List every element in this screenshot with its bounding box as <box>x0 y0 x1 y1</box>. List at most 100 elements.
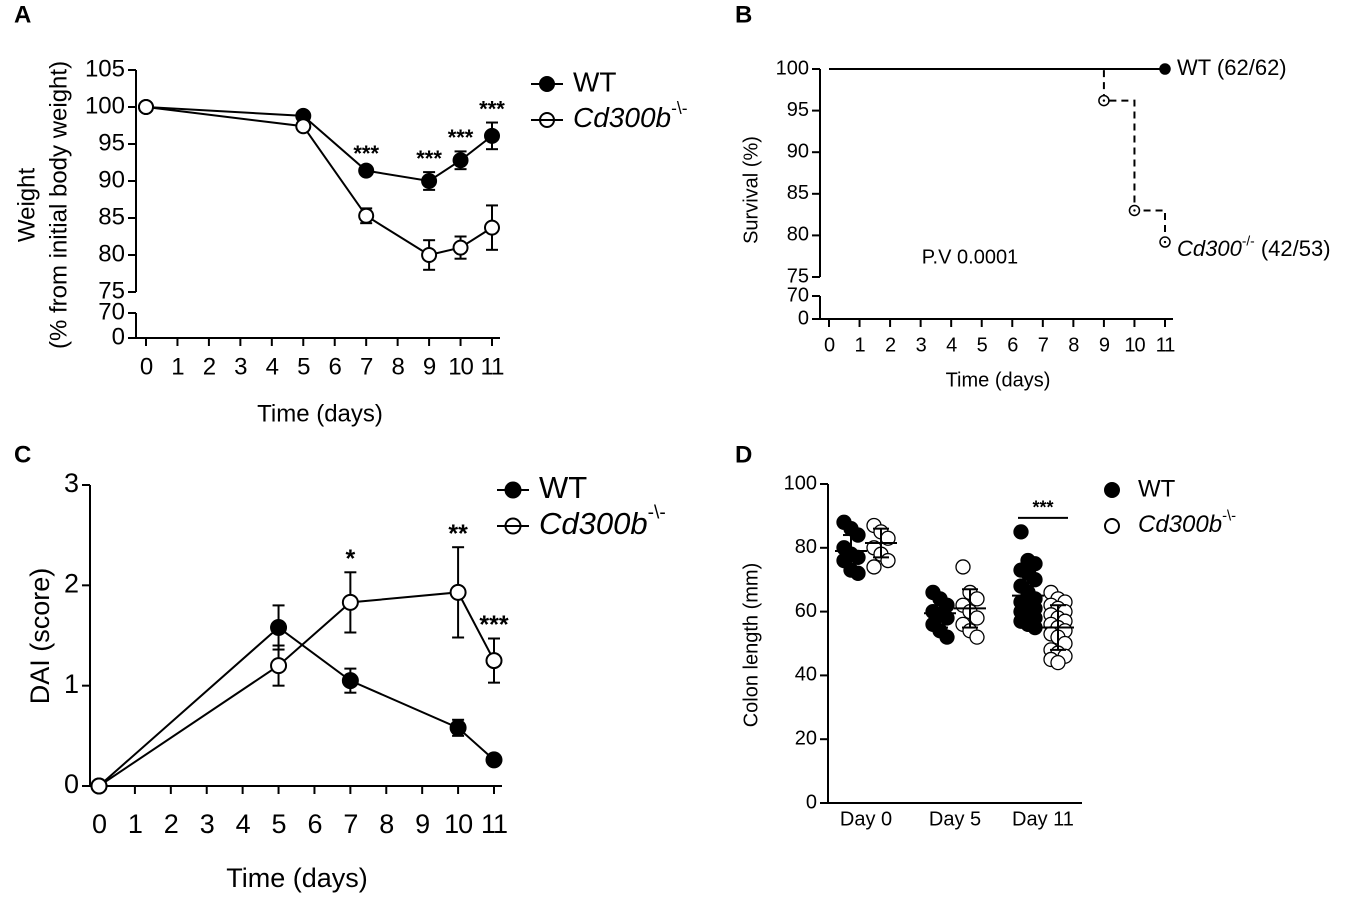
dot <box>1027 619 1043 636</box>
x-tick-label: 3 <box>916 334 927 356</box>
dot <box>880 552 896 569</box>
significance: *** <box>479 96 505 121</box>
dot <box>969 591 985 607</box>
x-tick-label: 5 <box>272 809 286 839</box>
x-tick-label: 4 <box>266 353 279 380</box>
y-tick-label: 90 <box>787 140 809 162</box>
series-label: Cd300-/- (42/53) <box>1177 233 1331 261</box>
marker <box>138 99 154 115</box>
x-tick-label: 1 <box>854 334 865 356</box>
panel-letter: A <box>14 1 31 28</box>
x-tick-label: 9 <box>423 353 436 380</box>
x-tick-label: 8 <box>379 809 393 839</box>
marker <box>452 152 469 169</box>
legend-label: Cd300b-\- <box>573 97 688 133</box>
y-tick-label: 0 <box>798 307 809 329</box>
y-axis-label: Weight <box>13 168 40 243</box>
legend-label: Cd300b-\- <box>1138 508 1236 538</box>
marker <box>341 593 359 611</box>
y-tick-label: 80 <box>98 240 125 267</box>
x-tick-label: 2 <box>885 334 896 356</box>
y-axis-label: Survival (%) <box>740 136 762 244</box>
significance: *** <box>416 146 442 171</box>
y-tick-label: 75 <box>787 265 809 287</box>
marker <box>421 173 438 189</box>
marker <box>485 751 503 769</box>
dot <box>850 565 866 581</box>
marker <box>421 247 438 263</box>
marker-dot <box>1163 240 1167 244</box>
survival-line <box>829 68 1166 243</box>
y-tick-label: 0 <box>806 791 817 813</box>
y-tick-label: 0 <box>112 323 125 350</box>
y-tick-label: 1 <box>64 669 79 699</box>
panel-letter: C <box>14 441 31 468</box>
x-axis-label: Time (days) <box>946 369 1051 391</box>
x-tick-label: 10 <box>448 353 473 380</box>
x-tick-label: 0 <box>92 809 106 839</box>
marker <box>484 127 500 144</box>
marker <box>1159 63 1171 75</box>
x-tick-label: 0 <box>140 353 153 380</box>
dot <box>939 629 955 645</box>
dot <box>866 559 882 575</box>
x-tick-label: 9 <box>415 809 429 839</box>
y-tick-label: 100 <box>85 92 125 119</box>
dot <box>1027 572 1043 588</box>
y-tick-label: 70 <box>787 284 809 306</box>
marker <box>484 219 500 236</box>
y-tick-label: 100 <box>776 57 809 79</box>
x-tick-label: 4 <box>236 809 251 839</box>
x-tick-label: Day 11 <box>1012 808 1074 830</box>
legend-label: WT <box>1138 475 1176 502</box>
marker-dot <box>1102 99 1106 102</box>
y-tick-label: 3 <box>64 468 79 498</box>
x-tick-label: 4 <box>946 334 957 356</box>
panel-letter: B <box>735 1 752 28</box>
dot <box>1050 654 1066 671</box>
significance: *** <box>353 141 379 166</box>
x-tick-label: 2 <box>164 809 178 839</box>
legend-label: Cd300b-\- <box>539 503 666 542</box>
dot <box>1013 524 1029 540</box>
x-tick-label: 6 <box>1007 334 1018 356</box>
x-tick-label: 11 <box>481 353 505 380</box>
x-tick-label: 3 <box>234 353 247 380</box>
x-tick-label: 5 <box>977 334 988 356</box>
y-tick-label: 80 <box>787 224 809 246</box>
y-tick-label: 70 <box>98 298 125 325</box>
series-label: WT (62/62) <box>1177 55 1287 80</box>
x-tick-label: 1 <box>128 809 142 839</box>
y-tick-label: 60 <box>795 600 817 622</box>
x-tick-label: 6 <box>329 353 342 380</box>
y-tick-label: 75 <box>98 277 125 304</box>
dot <box>955 559 971 575</box>
y-tick-label: 95 <box>787 99 809 121</box>
p-value: P.V 0.0001 <box>922 246 1018 268</box>
x-tick-label: 9 <box>1099 334 1110 356</box>
x-tick-label: 8 <box>391 353 404 380</box>
significance: *** <box>479 611 508 639</box>
x-tick-label: 6 <box>307 809 321 839</box>
x-tick-label: 10 <box>1124 334 1145 356</box>
legend-label: WT <box>573 66 617 97</box>
y-tick-label: 100 <box>784 472 817 494</box>
marker <box>452 239 469 256</box>
marker <box>341 672 359 690</box>
y-tick-label: 20 <box>795 727 817 749</box>
legend-marker <box>1104 518 1120 534</box>
y-tick-label: 2 <box>64 568 79 598</box>
marker <box>270 618 288 636</box>
marker <box>485 652 503 670</box>
y-tick-label: 105 <box>85 55 125 82</box>
marker <box>295 118 312 135</box>
series-line <box>98 626 495 787</box>
y-tick-label: 85 <box>98 203 125 230</box>
y-tick-label: 85 <box>787 182 809 204</box>
x-axis-label: Time (days) <box>226 863 368 893</box>
marker <box>449 583 467 601</box>
x-tick-label: 10 <box>444 809 472 839</box>
x-tick-label: 5 <box>297 353 310 380</box>
x-tick-label: Day 0 <box>840 808 892 830</box>
